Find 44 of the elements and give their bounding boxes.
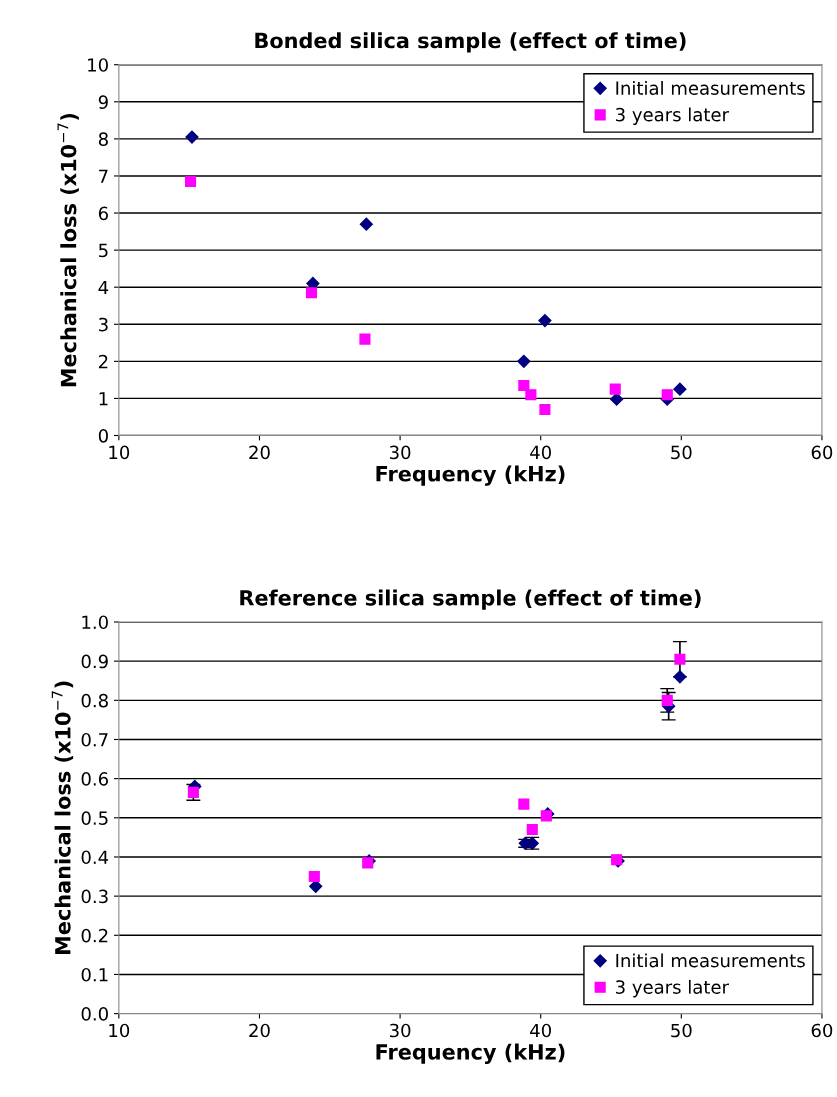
x-tick-label: 40: [530, 445, 551, 460]
x-axis-title: Frequency (kHz): [376, 465, 565, 486]
chart-title: Reference silica sample (effect of time): [240, 589, 701, 610]
y-tick-label: 0.1: [81, 967, 108, 982]
y-tick-label: 0.3: [81, 889, 108, 904]
y-tick-label: 1.0: [82, 615, 108, 630]
y-tick-label: 0.2: [81, 928, 108, 943]
y-tick-label: 0.8: [81, 693, 108, 708]
x-tick-label: 60: [811, 445, 833, 460]
x-tick-label: 20: [249, 1023, 270, 1038]
x-axis-title: Frequency (kHz): [376, 1043, 565, 1064]
y-tick-label: 6: [98, 206, 108, 221]
chart-title: Bonded silica sample (effect of time): [255, 32, 686, 53]
y-tick-label: 0.9: [81, 654, 108, 669]
x-tick-label: 40: [530, 1023, 551, 1038]
y-axis-title: Mechanical loss (x10$^{−7}$): [51, 681, 74, 955]
y-tick-label: 7: [99, 169, 108, 183]
y-tick-label: 4: [98, 280, 109, 295]
y-tick-label: 3: [99, 317, 108, 332]
y-tick-label: 0: [98, 428, 108, 443]
y-tick-label: 9: [98, 95, 108, 109]
y-tick-label: 2: [98, 354, 108, 369]
legend-label: 3 years later: [616, 979, 729, 998]
y-tick-label: 8: [98, 132, 108, 146]
y-tick-label: 0.5: [81, 811, 108, 825]
x-tick-label: 30: [389, 445, 411, 460]
y-tick-label: 0.6: [81, 772, 108, 786]
x-tick-label: 10: [109, 1023, 130, 1038]
x-tick-label: 10: [109, 445, 130, 460]
y-tick-label: 10: [88, 58, 108, 72]
x-tick-label: 20: [249, 445, 270, 460]
x-tick-label: 30: [389, 1023, 411, 1038]
x-tick-label: 50: [671, 1023, 692, 1038]
y-tick-label: 5: [99, 243, 108, 258]
y-tick-label: 0.4: [81, 850, 109, 865]
legend-label: 3 years later: [616, 107, 729, 125]
y-axis-title: Mechanical loss (x10$^{−7}$): [57, 113, 79, 387]
y-tick-label: 0.7: [81, 732, 108, 747]
x-tick-label: 50: [671, 445, 692, 460]
y-tick-label: 1: [99, 392, 108, 406]
y-tick-label: 0.0: [81, 1007, 108, 1021]
legend-label: Initial measurements: [616, 953, 805, 968]
legend-label: Initial measurements: [616, 80, 805, 95]
x-tick-label: 60: [811, 1023, 833, 1038]
